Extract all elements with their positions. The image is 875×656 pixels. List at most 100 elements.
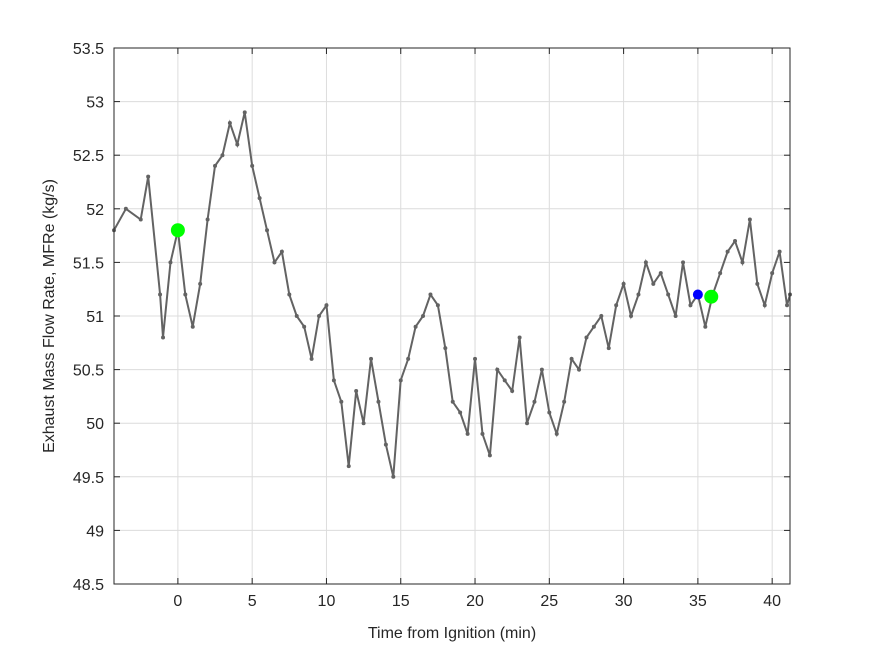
data-point [606, 346, 611, 351]
data-point [443, 346, 448, 351]
data-point [577, 367, 582, 372]
y-tick-label: 53.5 [73, 41, 104, 58]
data-point [673, 314, 678, 318]
data-point [718, 271, 723, 276]
highlight-point [704, 289, 719, 304]
data-point [421, 314, 426, 318]
data-point [161, 335, 166, 340]
y-tick-label: 49 [86, 523, 104, 540]
y-axis-label: Exhaust Mass Flow Rate, MFRe (kg/s) [41, 179, 58, 453]
data-point [703, 324, 708, 329]
data-point [317, 314, 322, 318]
data-point [198, 281, 203, 286]
data-point [762, 303, 767, 308]
data-point [168, 260, 173, 265]
data-point [242, 110, 247, 115]
x-axis-label: Time from Ignition (min) [368, 625, 536, 642]
data-point [354, 389, 359, 394]
data-point [621, 281, 626, 286]
data-point [183, 292, 188, 297]
data-point [643, 260, 648, 265]
data-point [158, 292, 163, 297]
data-point [666, 292, 671, 297]
data-point [250, 163, 255, 168]
data-point [554, 431, 559, 436]
data-point [190, 324, 195, 329]
data-point [569, 356, 574, 361]
data-point [138, 217, 143, 222]
data-point [777, 249, 782, 254]
data-point [599, 314, 604, 318]
data-point [547, 410, 552, 415]
data-point [383, 442, 388, 447]
y-tick-label: 53 [86, 95, 104, 112]
data-point [272, 260, 277, 265]
data-point [450, 399, 455, 404]
x-tick-label: 10 [318, 593, 336, 610]
data-point [406, 356, 411, 361]
data-point [146, 174, 151, 179]
plot-area: 0 5 10 15 20 25 30 35 40 48.5 49 49.5 50 50.5 51 51.5 5… [73, 41, 792, 610]
x-tick-label: 25 [540, 593, 558, 610]
grid-lines [114, 47, 790, 585]
data-point [339, 399, 344, 404]
y-tick-label: 52.5 [73, 148, 104, 165]
data-point [651, 281, 656, 286]
data-point [517, 335, 522, 340]
data-point [205, 217, 210, 222]
data-point [428, 292, 433, 297]
x-tick-label: 0 [173, 593, 182, 610]
data-point [473, 356, 478, 361]
data-point [391, 474, 396, 479]
data-point [658, 271, 663, 276]
data-point [681, 260, 686, 265]
data-point [302, 324, 307, 329]
data-point [465, 431, 470, 436]
data-point [279, 249, 284, 254]
x-tick-labels: 0 5 10 15 20 25 30 35 40 [173, 593, 781, 610]
data-point [287, 292, 292, 297]
data-point [688, 303, 693, 308]
y-tick-labels: 48.5 49 49.5 50 50.5 51 51.5 52 52.5 53 53.5 [73, 41, 104, 594]
data-point [755, 281, 760, 286]
data-point [398, 378, 403, 383]
data-point [220, 153, 225, 158]
tick-marks [114, 47, 790, 585]
y-tick-label: 51 [86, 309, 104, 326]
x-tick-label: 30 [615, 593, 633, 610]
data-point [532, 399, 537, 404]
data-point [525, 421, 530, 426]
data-point [510, 389, 515, 394]
data-point [369, 356, 374, 361]
data-point [458, 410, 463, 415]
highlight-point [692, 289, 703, 300]
data-point [629, 314, 634, 318]
data-point [361, 421, 366, 426]
data-series [112, 110, 792, 479]
data-point [584, 335, 589, 340]
y-tick-label: 50 [86, 416, 104, 433]
data-point [636, 292, 641, 297]
data-point [480, 431, 485, 436]
x-tick-label: 35 [689, 593, 707, 610]
data-point [294, 314, 299, 318]
data-point [227, 121, 232, 126]
data-point [733, 238, 738, 243]
data-point [235, 142, 240, 147]
data-point [376, 399, 381, 404]
data-point [123, 206, 128, 211]
y-tick-label: 51.5 [73, 255, 104, 272]
data-point [265, 228, 270, 233]
data-point [309, 356, 314, 361]
highlight-point [170, 223, 185, 238]
data-point [562, 399, 567, 404]
data-point [413, 324, 418, 329]
data-point [495, 367, 500, 372]
y-tick-label: 50.5 [73, 363, 104, 380]
data-point [257, 196, 262, 201]
y-tick-label: 48.5 [73, 577, 104, 594]
data-point [487, 453, 492, 458]
x-tick-label: 20 [466, 593, 484, 610]
data-point [213, 163, 218, 168]
